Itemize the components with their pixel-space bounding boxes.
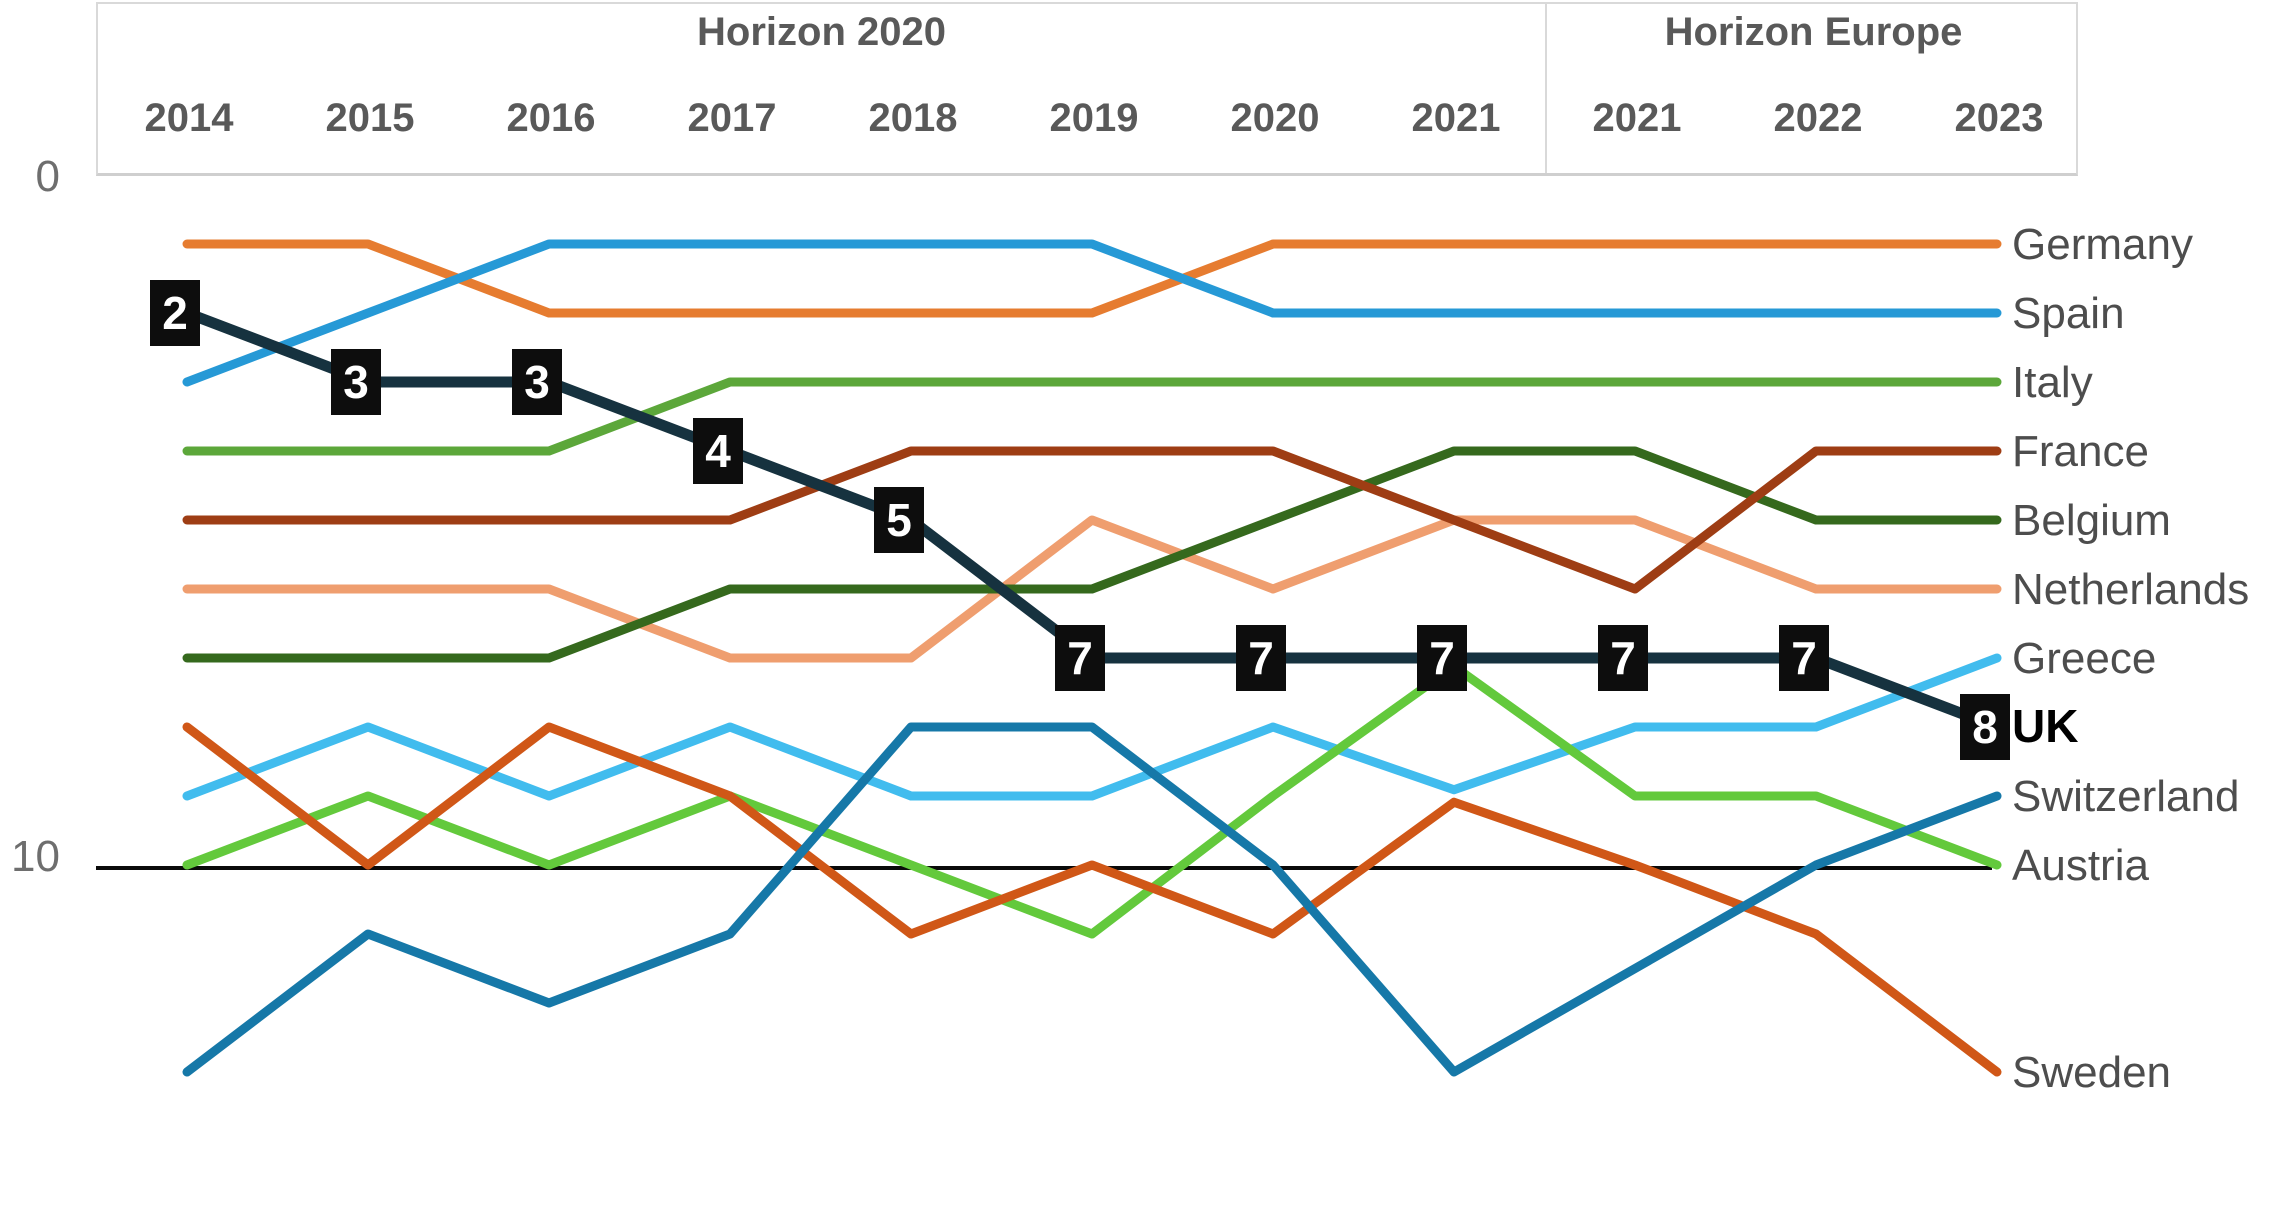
legend-label-sweden: Sweden [2012, 1048, 2171, 1097]
uk-rank-badge-2021-he: 7 [1598, 625, 1648, 691]
series-line-belgium [182, 446, 2002, 663]
uk-rank-badge-2017: 4 [693, 418, 743, 484]
year-label-2015: 2015 [325, 96, 415, 140]
year-label-2020: 2020 [1230, 96, 1320, 140]
legend-label-uk: UK [2012, 700, 2078, 752]
svg-text:8: 8 [1972, 701, 1998, 753]
uk-rank-badge-2018: 5 [874, 487, 924, 553]
year-label-2019: 2019 [1049, 96, 1139, 140]
year-label-2017: 2017 [687, 96, 777, 140]
svg-text:7: 7 [1248, 632, 1274, 684]
series-line-france [182, 446, 2002, 594]
legend-label-france: France [2012, 427, 2149, 476]
y-axis-tick-10: 10 [11, 832, 60, 881]
svg-text:7: 7 [1429, 632, 1455, 684]
legend-label-belgium: Belgium [2012, 496, 2171, 545]
uk-rank-badge-2021: 7 [1417, 625, 1467, 691]
year-label-2018: 2018 [868, 96, 958, 140]
legend-label-switzerland: Switzerland [2012, 772, 2239, 821]
legend-label-austria: Austria [2012, 841, 2149, 890]
year-label-2021: 2021 [1411, 96, 1501, 140]
y-axis-tick-0: 0 [35, 152, 60, 201]
year-label-2016: 2016 [506, 96, 596, 140]
uk-rank-badge-2019: 7 [1055, 625, 1105, 691]
year-label-2022: 2022 [1773, 96, 1863, 140]
svg-text:7: 7 [1067, 632, 1093, 684]
uk-rank-badge-2023: 8 [1960, 694, 2010, 760]
year-label-2021-he: 2021 [1592, 96, 1682, 140]
year-label-2023: 2023 [1954, 96, 2044, 140]
uk-rank-badge-2015: 3 [331, 349, 381, 415]
uk-rank-badge-2014: 2 [150, 280, 200, 346]
svg-text:5: 5 [886, 494, 912, 546]
uk-rank-badge-2022: 7 [1779, 625, 1829, 691]
uk-rank-badge-2016: 3 [512, 349, 562, 415]
legend-label-spain: Spain [2012, 289, 2125, 338]
svg-text:2: 2 [162, 287, 188, 339]
period-header-box: Horizon 2020 Horizon Europe 2014 2015 2016… [96, 2, 2078, 176]
period-title-horizon-2020: Horizon 2020 [697, 10, 946, 54]
series-line-italy [182, 377, 2002, 456]
legend-label-italy: Italy [2012, 358, 2093, 407]
period-title-horizon-europe: Horizon Europe [1664, 10, 1963, 54]
period-divider-line [1545, 4, 1547, 173]
svg-text:4: 4 [705, 425, 731, 477]
series-line-sweden [182, 722, 2002, 1077]
series-line-austria [182, 661, 2002, 939]
series-line-switzerland [182, 722, 2002, 1077]
svg-text:7: 7 [1610, 632, 1636, 684]
svg-text:7: 7 [1791, 632, 1817, 684]
svg-text:3: 3 [343, 356, 369, 408]
svg-text:3: 3 [524, 356, 550, 408]
legend-label-greece: Greece [2012, 634, 2156, 683]
legend-label-netherlands: Netherlands [2012, 565, 2249, 614]
year-label-2014: 2014 [144, 96, 234, 140]
legend-label-germany: Germany [2012, 220, 2193, 269]
uk-rank-badge-2020: 7 [1236, 625, 1286, 691]
series-line-germany [182, 239, 2002, 318]
series-line-spain [182, 239, 2002, 387]
